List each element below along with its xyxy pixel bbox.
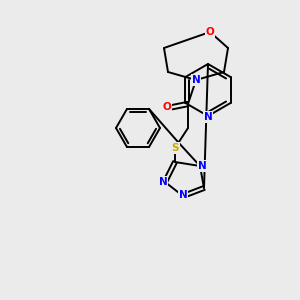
Text: N: N: [192, 75, 200, 85]
Text: N: N: [198, 161, 206, 171]
Text: O: O: [163, 102, 171, 112]
Text: N: N: [159, 177, 167, 187]
Text: N: N: [204, 112, 212, 122]
Text: N: N: [178, 190, 188, 200]
Text: S: S: [171, 143, 179, 153]
Text: O: O: [206, 27, 214, 37]
